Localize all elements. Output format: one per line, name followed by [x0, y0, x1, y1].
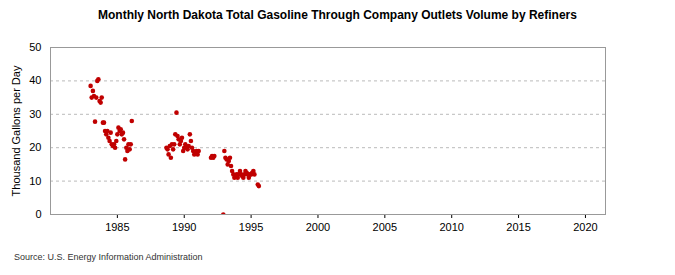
html-text:Source: U.S. Energy Informatio: Source: U.S. Energy Information Administ… — [14, 252, 203, 262]
svg-text:Thousand Gallons per Day: Thousand Gallons per Day — [10, 65, 22, 196]
svg-text:2000: 2000 — [306, 221, 330, 233]
svg-text:2005: 2005 — [373, 221, 397, 233]
html-text:Monthly North Dakota Total Gas: Monthly North Dakota Total Gasoline Thro… — [98, 8, 577, 22]
svg-text:1995: 1995 — [239, 221, 263, 233]
svg-text:10: 10 — [29, 175, 41, 187]
svg-text:2010: 2010 — [439, 221, 463, 233]
svg-text:20: 20 — [29, 141, 41, 153]
svg-text:2020: 2020 — [573, 221, 597, 233]
svg-text:1985: 1985 — [105, 221, 129, 233]
svg-text:2015: 2015 — [506, 221, 530, 233]
svg-text:0: 0 — [35, 208, 41, 220]
svg-text:50: 50 — [29, 41, 41, 53]
svg-text:40: 40 — [29, 74, 41, 86]
svg-text:1990: 1990 — [172, 221, 196, 233]
svg-text:30: 30 — [29, 108, 41, 120]
